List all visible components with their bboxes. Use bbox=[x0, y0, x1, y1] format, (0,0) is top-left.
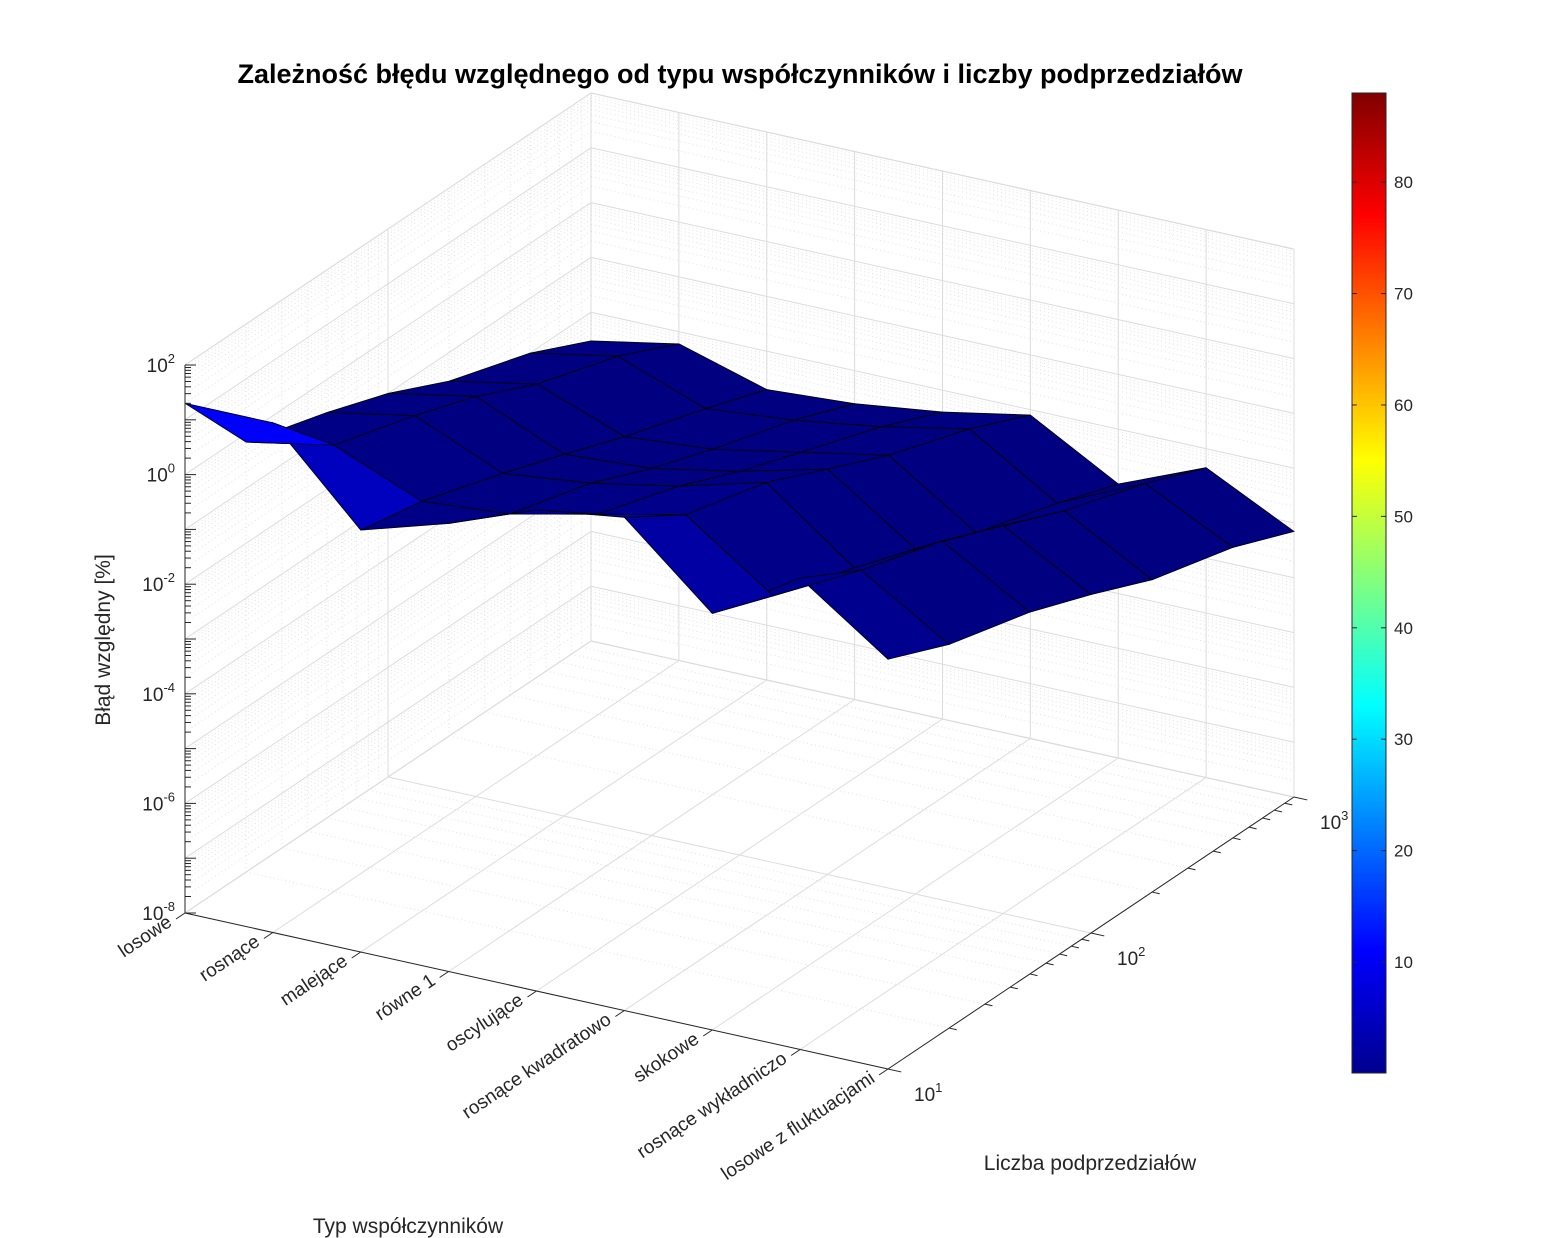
y-tick-base: 10 bbox=[1117, 949, 1138, 970]
z-tick-label: 10-6 bbox=[142, 789, 175, 815]
y-gridline-floor bbox=[307, 830, 1011, 988]
y-gridline-floor bbox=[581, 646, 1285, 804]
y-gridline-floor bbox=[510, 694, 1214, 852]
z-tick-base: 10 bbox=[142, 685, 163, 706]
y-tick bbox=[1274, 809, 1283, 813]
colorbar-gradient bbox=[1351, 92, 1387, 1074]
z-tick-exp: -2 bbox=[163, 570, 175, 585]
x-tick bbox=[790, 1049, 801, 1056]
y-tick-base: 10 bbox=[914, 1085, 935, 1106]
z-tick-label: 102 bbox=[147, 351, 175, 377]
y-tick bbox=[1090, 932, 1105, 937]
z-tick-exp: 0 bbox=[168, 461, 175, 476]
colorbar-tick-label: 20 bbox=[1394, 842, 1413, 861]
x-tick bbox=[878, 1068, 889, 1076]
z-tick-exp: -6 bbox=[163, 789, 175, 804]
y-tick bbox=[1045, 962, 1054, 966]
y-gridline-floor bbox=[545, 670, 1250, 828]
y-tick bbox=[1152, 891, 1160, 895]
y-gridline-floor bbox=[368, 789, 1072, 947]
colorbar-tick-label: 80 bbox=[1394, 173, 1413, 192]
x-axis-label: Typ współczynników bbox=[313, 1215, 504, 1238]
y-gridline-floor bbox=[529, 681, 1233, 839]
x-tick bbox=[702, 1029, 713, 1037]
y-tick bbox=[949, 1027, 957, 1031]
colorbar-tick-label: 50 bbox=[1394, 507, 1413, 526]
z-tick-label: 10-2 bbox=[142, 570, 175, 596]
y-gridline-floor bbox=[484, 711, 1188, 869]
z-tick-base: 10 bbox=[147, 466, 168, 487]
y-tick bbox=[984, 1003, 993, 1007]
y-tick-exp: 3 bbox=[1341, 808, 1348, 823]
y-tick bbox=[1213, 850, 1221, 854]
x-tick bbox=[263, 932, 274, 939]
z-tick-label: 10-8 bbox=[142, 899, 175, 925]
y-tick bbox=[1293, 796, 1308, 801]
y-gridline-floor bbox=[326, 817, 1030, 975]
y-gridline-floor bbox=[571, 653, 1275, 811]
y-gridline-floor bbox=[449, 735, 1153, 893]
y-gridline-floor bbox=[378, 782, 1082, 940]
surface-patch bbox=[184, 402, 335, 446]
y-tick bbox=[1232, 837, 1241, 841]
x-tick-label: skokowe bbox=[630, 1029, 703, 1087]
x-tick bbox=[439, 971, 449, 978]
x-tick-label: oscylujące bbox=[442, 990, 527, 1057]
z-tick-base: 10 bbox=[142, 904, 163, 925]
y-tick bbox=[1081, 938, 1090, 942]
y-gridline-floor bbox=[246, 871, 950, 1029]
y-tick bbox=[1029, 973, 1038, 977]
colorbar-tick-label: 70 bbox=[1394, 285, 1413, 304]
colorbar: 10 20 30 40 50 60 70 80 bbox=[1351, 92, 1413, 1074]
y-gridline-floor bbox=[281, 847, 985, 1005]
y-tick-label: 103 bbox=[1320, 808, 1348, 834]
y-tick bbox=[887, 1068, 902, 1073]
x-tick bbox=[615, 1010, 625, 1017]
y-tick bbox=[1071, 945, 1080, 949]
y-gridline-floor bbox=[590, 640, 1295, 798]
z-tick-label: 10-4 bbox=[142, 680, 175, 706]
z-tick-exp: 2 bbox=[168, 351, 175, 366]
z-tick-exp: -4 bbox=[163, 680, 175, 695]
y-tick-base: 10 bbox=[1320, 813, 1341, 834]
y-gridline-floor bbox=[356, 797, 1060, 955]
colorbar-tick-label: 30 bbox=[1394, 730, 1413, 749]
z-tick-base: 10 bbox=[147, 356, 168, 377]
y-tick bbox=[1059, 953, 1068, 957]
y-tick-label: 102 bbox=[1117, 944, 1145, 970]
z-axis-label: Błąd względny [%] bbox=[92, 554, 115, 726]
z-tick-base: 10 bbox=[142, 575, 163, 596]
surface bbox=[184, 340, 1295, 660]
x-tick-label: równe 1 bbox=[371, 970, 439, 1025]
z-tick-exp: -8 bbox=[163, 899, 175, 914]
y-tick-exp: 1 bbox=[935, 1080, 942, 1095]
colorbar-tick-label: 40 bbox=[1394, 619, 1413, 638]
colorbar-tick-label: 60 bbox=[1394, 396, 1413, 415]
y-tick bbox=[1262, 817, 1271, 821]
colorbar-ticks: 10 20 30 40 50 60 70 80 bbox=[1352, 173, 1413, 972]
y-gridline-floor bbox=[559, 661, 1263, 819]
colorbar-tick-label: 10 bbox=[1394, 953, 1413, 972]
x-tick bbox=[175, 912, 186, 920]
y-tick bbox=[1187, 867, 1196, 871]
y-tick-label: 101 bbox=[914, 1080, 942, 1106]
y-gridline-floor bbox=[387, 776, 1092, 934]
x-tick-label: rosnące bbox=[196, 931, 264, 986]
z-tick-label: 100 bbox=[147, 461, 175, 487]
x-tick-label: malejące bbox=[277, 951, 352, 1011]
y-gridline-floor bbox=[342, 806, 1047, 964]
y-tick-exp: 2 bbox=[1138, 944, 1145, 959]
x-tick bbox=[527, 990, 537, 998]
x-tick bbox=[351, 951, 362, 959]
chart-title: Zależność błędu względnego od typu współ… bbox=[237, 59, 1243, 89]
y-tick bbox=[1010, 986, 1018, 990]
y-tick bbox=[1284, 802, 1293, 806]
y-axis-label: Liczba podprzedziałów bbox=[984, 1152, 1197, 1175]
y-tick bbox=[1248, 826, 1257, 830]
z-tick-base: 10 bbox=[142, 794, 163, 815]
